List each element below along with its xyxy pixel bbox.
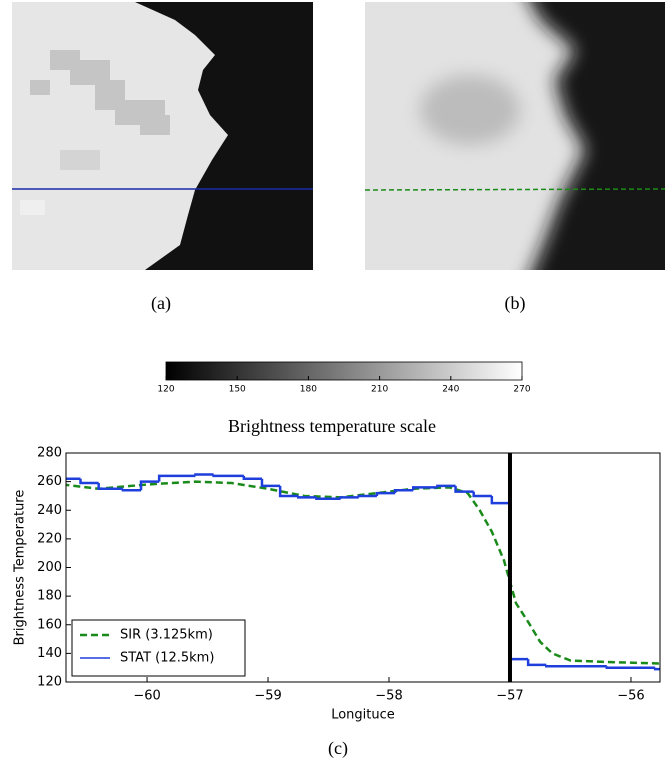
step-segment [242, 475, 262, 481]
step-segment [490, 495, 510, 505]
legend-box [71, 619, 246, 677]
step-segment [212, 474, 244, 478]
step-segment [278, 485, 299, 498]
y-tick-label: 140 [37, 646, 62, 661]
colorbar-title: Brightness temperature scale [228, 416, 436, 436]
y-tick-label: 280 [37, 446, 62, 461]
colorbar-tick-label: 270 [513, 385, 530, 395]
x-axis-label: Longituce [331, 708, 395, 723]
x-tick-label: −57 [496, 689, 523, 704]
step-segment [315, 497, 341, 501]
x-tick-label: −58 [375, 689, 402, 704]
plot-lines [66, 473, 660, 671]
y-tick-label: 180 [37, 589, 62, 604]
step-segment [339, 496, 359, 499]
panel-label: (c) [328, 738, 348, 759]
x-tick-label: −59 [254, 689, 281, 704]
y-tick-label: 200 [37, 560, 62, 575]
step-segment [411, 486, 438, 491]
y-tick-label: 120 [37, 675, 62, 690]
colorbar-tick-label: 240 [442, 385, 459, 395]
y-tick-label: 220 [37, 531, 62, 546]
y-tick-label: 260 [37, 474, 62, 489]
colorbar-tick-label: 210 [371, 385, 388, 395]
step-segment [297, 495, 317, 499]
step-segment [157, 474, 196, 482]
step-segment [97, 483, 123, 491]
panel-label: (b) [505, 293, 526, 314]
step-segment [194, 473, 214, 476]
step-segment [121, 488, 142, 492]
y-tick-label: 240 [37, 503, 62, 518]
image-b [365, 2, 665, 270]
step-segment [605, 666, 631, 669]
colorbar-tick-label: 180 [300, 385, 317, 395]
legend-label: SIR (3.125km) [120, 628, 213, 643]
y-tick-label: 160 [37, 617, 62, 632]
panel-label: (a) [151, 293, 171, 314]
step-segment [526, 659, 547, 667]
colorbar [165, 361, 523, 381]
image-a [12, 2, 313, 270]
line [66, 480, 660, 665]
legend-label: STAT (12.5km) [120, 651, 214, 666]
y-axis-label: Brightness Temperature [13, 490, 28, 646]
step-segment [545, 664, 583, 668]
x-tick-label: −60 [133, 689, 160, 704]
step-segment [472, 491, 492, 498]
step-segment [653, 667, 660, 671]
x-tick-label: −56 [617, 689, 644, 704]
step-segment [454, 485, 474, 493]
step-segment [436, 484, 456, 488]
step-segment [393, 488, 414, 494]
step-segment [79, 478, 99, 485]
step-segment [375, 491, 396, 496]
colorbar-tick-label: 150 [229, 385, 246, 395]
axes-frame [65, 452, 661, 683]
step-segment [508, 503, 529, 661]
step-segment [357, 494, 377, 498]
step-segment [139, 480, 160, 491]
step-segment [260, 478, 281, 488]
colorbar-tick-label: 120 [157, 385, 174, 395]
